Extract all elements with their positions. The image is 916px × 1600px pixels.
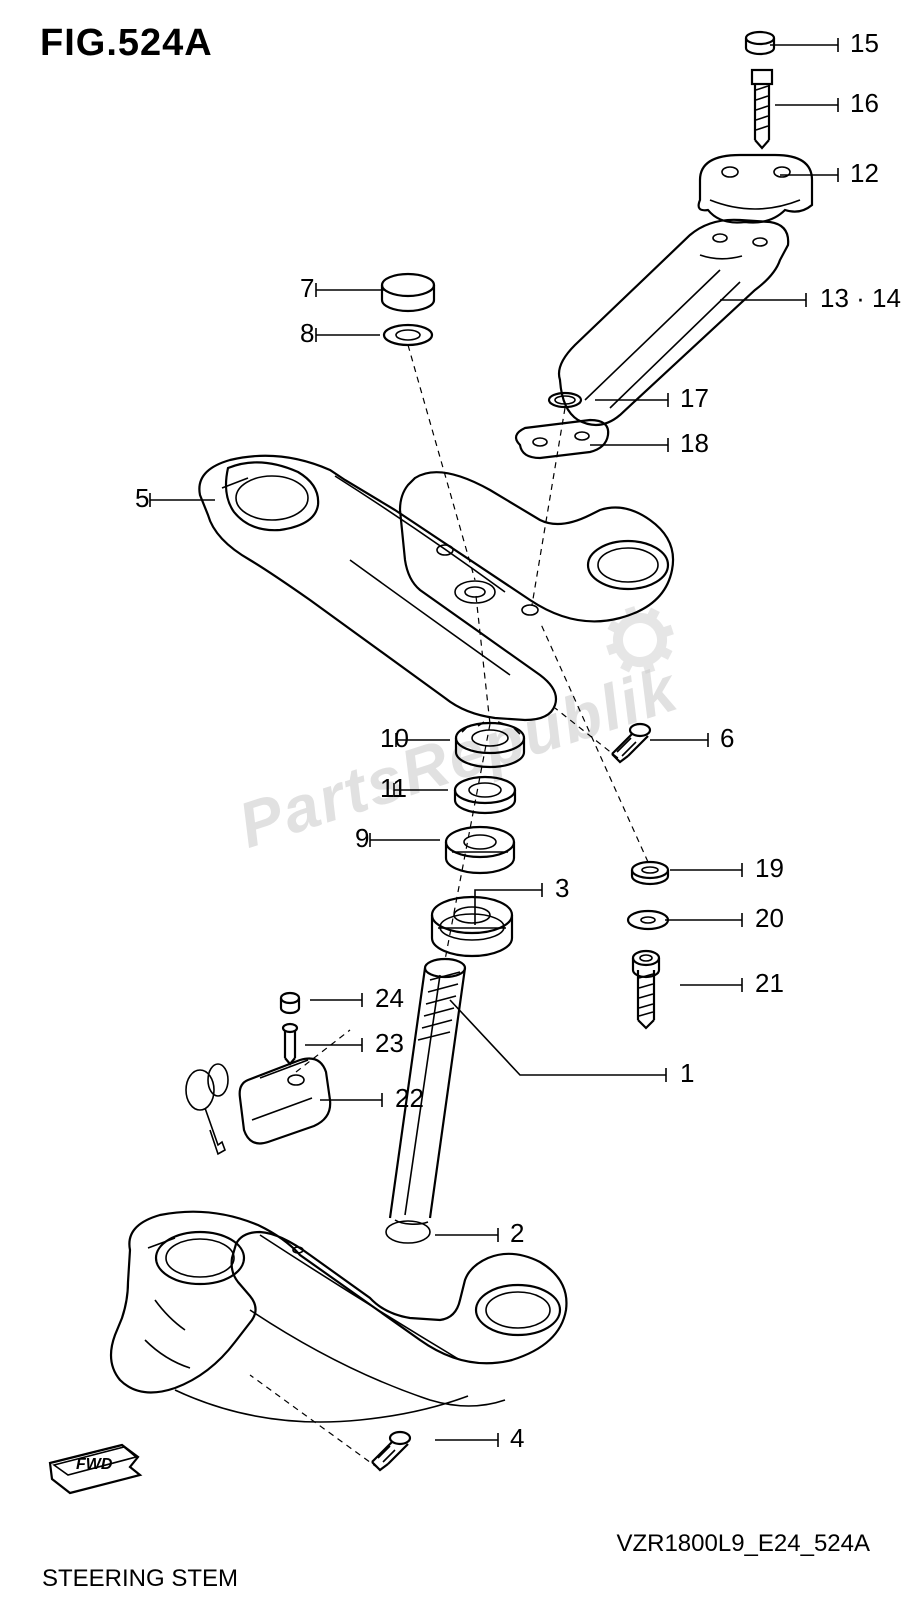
part-24-plug — [281, 993, 299, 1013]
part-4-pinch-bolt — [372, 1432, 410, 1470]
exploded-diagram: FWD — [0, 0, 916, 1600]
part-8-washer — [384, 325, 432, 345]
lock-keys-icon — [186, 1064, 228, 1154]
part-16-bolt — [752, 70, 772, 148]
part-19-washer — [632, 862, 668, 884]
leader-c1 — [450, 1000, 666, 1075]
part-10-lock-nut — [456, 722, 524, 767]
part-12-clamp-top — [699, 155, 812, 223]
part-22-lock — [186, 1059, 330, 1155]
svg-text:FWD: FWD — [76, 1456, 113, 1473]
part-5-upper-bracket — [199, 456, 673, 720]
leader-lines — [150, 38, 838, 1447]
part-20-washer — [628, 911, 668, 929]
part-15-cap — [746, 32, 774, 54]
part-6-bolt — [612, 724, 650, 762]
alignment-line-riser — [532, 408, 565, 605]
part-3-bearing-lower — [432, 897, 512, 956]
part-9-bearing-upper — [446, 827, 514, 873]
part-21-socket-bolt — [633, 951, 659, 1028]
fwd-arrow-icon: FWD — [50, 1445, 140, 1493]
part-7-stem-cap — [382, 274, 434, 311]
alignment-line-stem-bearings — [445, 724, 490, 960]
part-13-14-cover — [559, 220, 788, 425]
alignment-line-bolt4 — [250, 1375, 378, 1468]
alignment-line-bolt6 — [555, 708, 618, 758]
part-1-steering-stem — [111, 959, 566, 1422]
part-23-screw — [283, 1024, 297, 1064]
part-11-dust-seal — [455, 777, 515, 813]
